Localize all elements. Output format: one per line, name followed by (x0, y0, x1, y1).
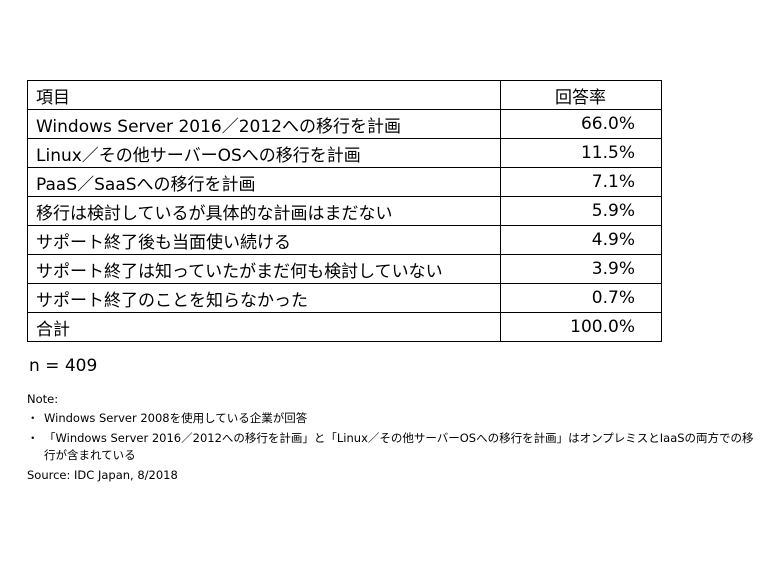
table-row: サポート終了後も当面使い続ける 4.9% (27, 225, 662, 255)
table-row: 項目 回答率 (27, 80, 662, 110)
item-cell: Linux／その他サーバーOSへの移行を計画 (27, 138, 501, 168)
result-table: 項目 回答率 Windows Server 2016／2012への移行を計画 66.0… (27, 80, 662, 342)
rate-cell: 11.5% (500, 138, 662, 168)
rate-cell: 100.0% (500, 312, 662, 342)
item-cell: サポート終了後も当面使い続ける (27, 225, 501, 255)
table-row: PaaS／SaaSへの移行を計画 7.1% (27, 167, 662, 197)
notes-title: Note: (27, 392, 59, 406)
item-cell: サポート終了は知っていたがまだ何も検討していない (27, 254, 501, 284)
notes: Note: Windows Server 2008を使用している企業が回答「Wi… (27, 391, 757, 484)
item-cell: Windows Server 2016／2012への移行を計画 (27, 109, 501, 139)
rate-cell: 5.9% (500, 196, 662, 226)
item-cell: サポート終了のことを知らなかった (27, 283, 501, 313)
table-row: Windows Server 2016／2012への移行を計画 66.0% (27, 109, 662, 139)
item-cell: 移行は検討しているが具体的な計画はまだない (27, 196, 501, 226)
item-cell: 合計 (27, 312, 501, 342)
rate-cell: 66.0% (500, 109, 662, 139)
note-item: Windows Server 2008を使用している企業が回答 (27, 410, 757, 427)
table-row: サポート終了は知っていたがまだ何も検討していない 3.9% (27, 254, 662, 284)
rate-cell: 3.9% (500, 254, 662, 284)
note-list: Windows Server 2008を使用している企業が回答「Windows … (27, 410, 757, 464)
table-row: Linux／その他サーバーOSへの移行を計画 11.5% (27, 138, 662, 168)
rate-cell: 7.1% (500, 167, 662, 197)
sample-size: n = 409 (29, 356, 98, 376)
item-cell: 項目 (27, 80, 501, 110)
table-row: 移行は検討しているが具体的な計画はまだない 5.9% (27, 196, 662, 226)
rate-cell: 回答率 (500, 80, 662, 110)
source: Source: IDC Japan, 8/2018 (27, 468, 178, 482)
table-row: 合計 100.0% (27, 312, 662, 342)
table-row: サポート終了のことを知らなかった 0.7% (27, 283, 662, 313)
item-cell: PaaS／SaaSへの移行を計画 (27, 167, 501, 197)
rate-cell: 4.9% (500, 225, 662, 255)
rate-cell: 0.7% (500, 283, 662, 313)
note-item: 「Windows Server 2016／2012への移行を計画」と「Linux… (27, 430, 757, 464)
